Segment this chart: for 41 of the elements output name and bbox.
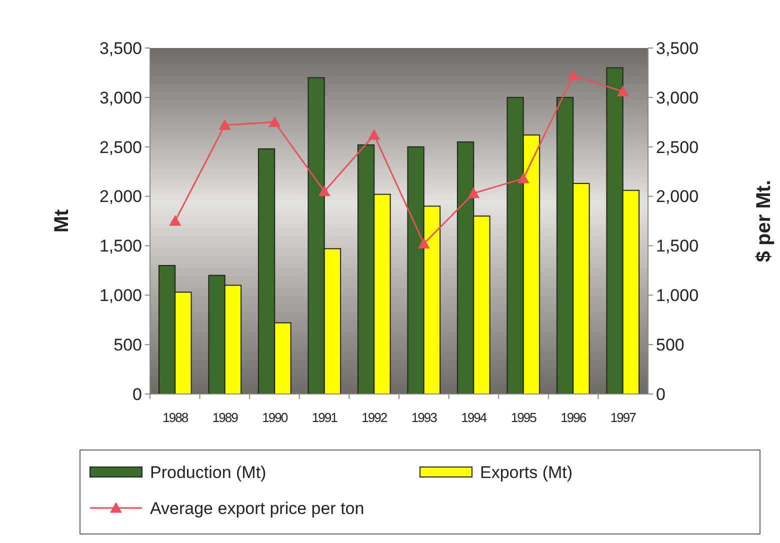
point bbox=[368, 128, 380, 140]
point bbox=[567, 70, 580, 80]
x-tick-label: 1997 bbox=[610, 410, 636, 425]
point bbox=[169, 215, 182, 226]
y2-tick-label: 0 bbox=[656, 384, 666, 404]
point bbox=[616, 85, 629, 96]
y-tick-label: 2,000 bbox=[99, 187, 142, 206]
x-tick-label: 1991 bbox=[312, 410, 338, 425]
y-tick-label: 500 bbox=[114, 336, 142, 355]
y-tick-label: 2,500 bbox=[99, 138, 142, 157]
y2-tick-label: 3,000 bbox=[656, 88, 699, 108]
y2-tick-label: 500 bbox=[656, 336, 684, 355]
x-tick-label: 1993 bbox=[411, 410, 438, 425]
point bbox=[418, 238, 430, 249]
x-tick-label: 1988 bbox=[162, 410, 188, 425]
legend-label: Production (Mt) bbox=[150, 462, 266, 482]
point bbox=[318, 185, 330, 196]
legend-label: Average export price per ton bbox=[150, 498, 364, 518]
x-tick-label: 1989 bbox=[212, 410, 238, 425]
x-tick-label: 1995 bbox=[510, 410, 537, 425]
point bbox=[468, 187, 480, 198]
y2-tick-label: 1,000 bbox=[656, 286, 699, 306]
point bbox=[517, 172, 530, 184]
y2-tick-label: 3,500 bbox=[656, 38, 699, 58]
x-tick-label: 1996 bbox=[560, 410, 586, 425]
y2-tick-label: 1,500 bbox=[656, 236, 699, 256]
y2-tick-label: 2,000 bbox=[656, 187, 699, 206]
y-tick-label: 0 bbox=[132, 384, 142, 404]
y-axis-title: Mt bbox=[51, 209, 73, 233]
x-tick-label: 1990 bbox=[262, 410, 288, 425]
point bbox=[268, 116, 281, 127]
y2-axis-title: $ per Mt. bbox=[753, 180, 775, 262]
y-tick-label: 1,500 bbox=[99, 236, 142, 256]
y2-tick-label: 2,500 bbox=[656, 138, 699, 157]
point bbox=[218, 119, 231, 130]
y-tick-label: 1,000 bbox=[99, 286, 142, 306]
y-tick-label: 3,000 bbox=[99, 88, 142, 108]
x-tick-label: 1992 bbox=[362, 410, 388, 425]
y-tick-label: 3,500 bbox=[99, 38, 142, 58]
legend-label: Exports (Mt) bbox=[480, 462, 573, 482]
x-tick-label: 1994 bbox=[461, 410, 487, 425]
